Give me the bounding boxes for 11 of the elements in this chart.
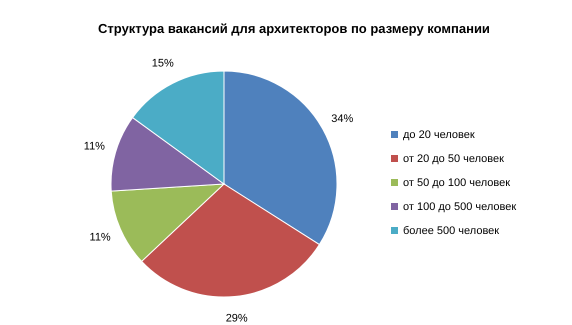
legend-label: от 100 до 500 человек (403, 200, 516, 213)
legend-label: от 50 до 100 человек (403, 176, 510, 189)
data-label: 29% (226, 312, 248, 324)
data-label: 34% (331, 112, 354, 125)
legend-label: более 500 человек (403, 224, 500, 237)
chart-title: Структура вакансий для архитекторов по размеру компании (98, 21, 490, 36)
legend-label: от 20 до 50 человек (403, 152, 504, 165)
data-label: 11% (90, 232, 111, 244)
legend-label: до 20 человек (403, 128, 475, 141)
data-label: 11% (84, 140, 106, 152)
data-label: 15% (152, 58, 174, 70)
